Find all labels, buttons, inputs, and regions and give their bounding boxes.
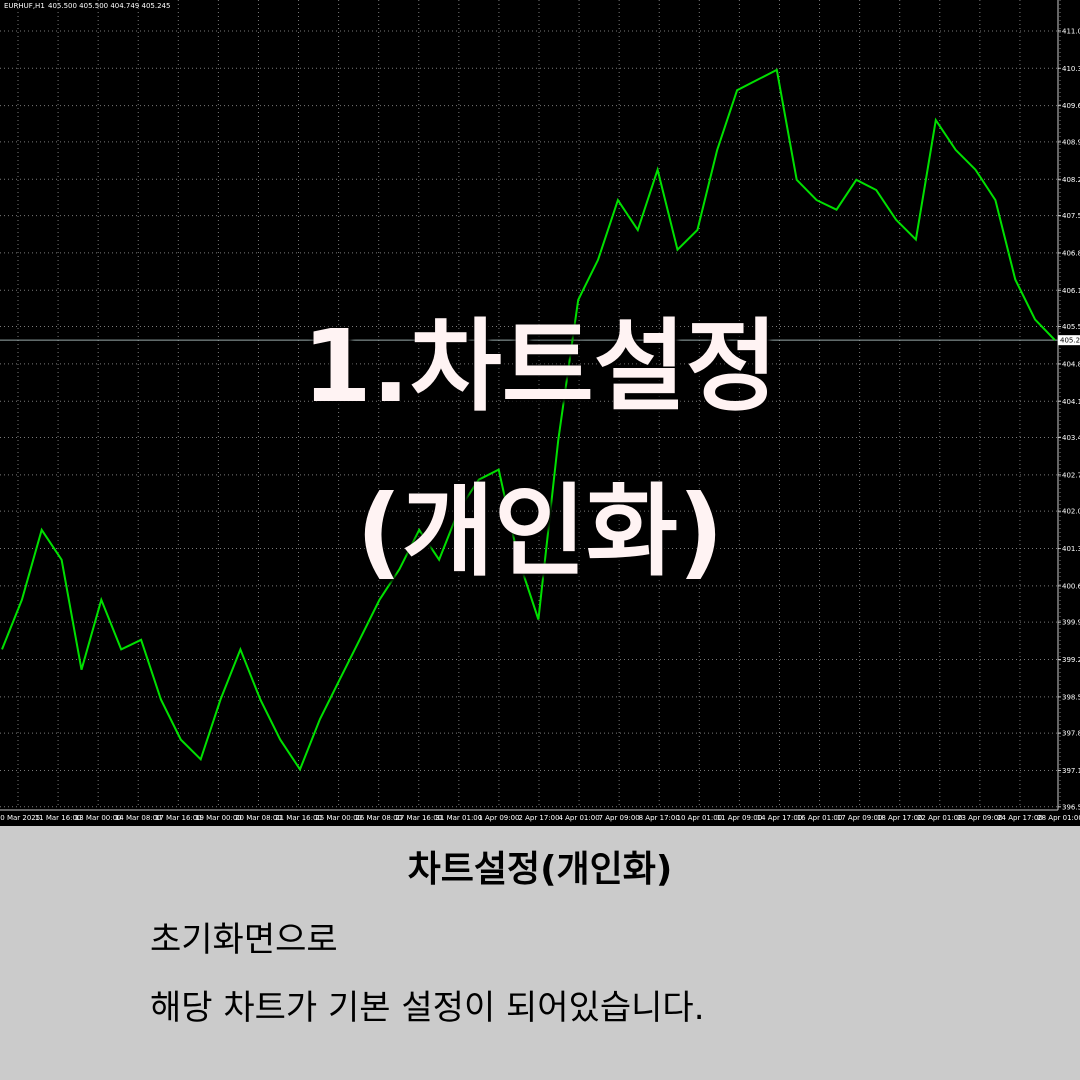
caption-title: 차트설정(개인화): [407, 849, 673, 890]
x-tick-label: 17 Apr 09:00: [837, 814, 883, 822]
x-tick-label: 10 Apr 01:00: [676, 814, 722, 822]
y-tick-label: 402.72: [1062, 471, 1080, 479]
y-tick-label: 398.56: [1062, 693, 1080, 701]
y-tick-label: 410.34: [1062, 65, 1080, 73]
x-tick-label: 14 Apr 17:00: [757, 814, 803, 822]
y-tick-label: 404.8: [1062, 360, 1080, 368]
x-tick-label: 2 Apr 17:00: [518, 814, 559, 822]
symbol: EURHUF,H1: [4, 2, 45, 10]
x-tick-label: 23 Apr 09:00: [957, 814, 1003, 822]
x-tick-label: 11 Apr 09:00: [717, 814, 763, 822]
caption-line: 초기화면으로: [150, 920, 338, 960]
y-tick-label: 400.64: [1062, 582, 1080, 590]
y-tick-label: 401.34: [1062, 545, 1080, 553]
ohlc: 405.500 405.500 404.749 405.245: [48, 2, 170, 10]
x-tick-label: 24 Apr 17:00: [997, 814, 1043, 822]
trading-chart: EURHUF,H1 405.500 405.500 404.749 405.24…: [0, 0, 1080, 826]
x-tick-label: 21 Mar 16:00: [275, 814, 322, 822]
x-tick-label: 10 Mar 2025: [0, 814, 40, 822]
x-tick-label: 22 Apr 01:00: [917, 814, 963, 822]
y-tick-label: 402.04: [1062, 508, 1080, 516]
x-tick-label: 31 Mar 01:00: [435, 814, 482, 822]
x-tick-label: 1 Apr 09:00: [478, 814, 519, 822]
x-tick-label: 19 Mar 00:00: [195, 814, 242, 822]
x-tick-label: 14 Mar 08:00: [115, 814, 162, 822]
x-tick-label: 13 Mar 00:00: [75, 814, 122, 822]
x-tick-label: 18 Apr 17:00: [877, 814, 923, 822]
x-tick-label: 28 Apr 01:00: [1037, 814, 1080, 822]
x-tick-label: 11 Mar 16:00: [35, 814, 82, 822]
x-tick-label: 27 Mar 16:00: [395, 814, 442, 822]
x-tick-label: 4 Apr 01:00: [558, 814, 599, 822]
y-tick-label: 408.96: [1062, 138, 1080, 146]
x-tick-label: 17 Mar 16:00: [155, 814, 202, 822]
x-tick-label: 25 Mar 00:00: [315, 814, 362, 822]
x-tick-label: 26 Mar 08:00: [355, 814, 402, 822]
y-tick-label: 409.64: [1062, 102, 1080, 110]
y-tick-label: 397.88: [1062, 730, 1080, 738]
x-tick-label: 8 Apr 17:00: [639, 814, 680, 822]
x-tick-label: 16 Apr 01:00: [797, 814, 843, 822]
y-tick-label: 399.96: [1062, 619, 1080, 627]
caption-line: 해당 차트가 기본 설정이 되어있습니다.: [150, 988, 705, 1028]
y-tick-label: 397.18: [1062, 767, 1080, 775]
current-price-label: 405.24: [1060, 337, 1080, 345]
y-tick-label: 406.88: [1062, 249, 1080, 257]
overlay-title: 1.차트설정: [302, 308, 778, 425]
y-tick-label: 411.04: [1062, 27, 1080, 35]
x-tick-label: 7 Apr 09:00: [599, 814, 640, 822]
price-line: [1, 68, 1056, 772]
y-tick-label: 407.58: [1062, 212, 1080, 220]
y-tick-label: 406.18: [1062, 287, 1080, 295]
y-tick-label: 396.5: [1062, 803, 1080, 811]
x-tick-label: 20 Mar 08:00: [235, 814, 282, 822]
y-tick-label: 403.42: [1062, 434, 1080, 442]
y-tick-label: 404.1: [1062, 398, 1080, 406]
y-tick-label: 405.5: [1062, 323, 1080, 331]
y-tick-label: 399.26: [1062, 656, 1080, 664]
overlay-subtitle: (개인화): [356, 473, 724, 590]
current-price-box: [1058, 335, 1080, 346]
y-tick-label: 408.26: [1062, 176, 1080, 184]
